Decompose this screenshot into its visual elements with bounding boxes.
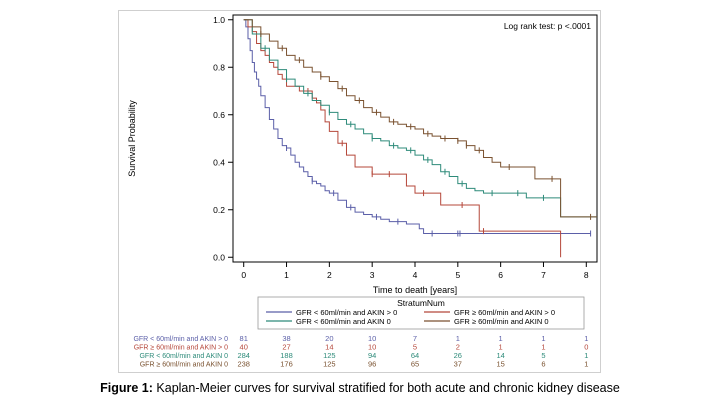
series-line-2 bbox=[243, 19, 562, 258]
risk-count: 14 bbox=[496, 351, 504, 360]
risk-row-label: GFR ≥ 60ml/min and AKIN > 0 bbox=[134, 345, 228, 352]
risk-count: 176 bbox=[280, 360, 293, 369]
x-tick-label: 8 bbox=[584, 270, 589, 280]
risk-count: 10 bbox=[368, 334, 376, 343]
risk-row-label: GFR < 60ml/min and AKIN > 0 bbox=[133, 336, 228, 343]
y-tick-label: 0.8 bbox=[213, 62, 225, 72]
risk-count: 125 bbox=[323, 360, 336, 369]
x-tick-label: 6 bbox=[498, 270, 503, 280]
y-tick-label: 0.0 bbox=[213, 252, 225, 262]
legend-title: StratumNum bbox=[397, 298, 445, 308]
risk-count: 2 bbox=[456, 343, 460, 352]
risk-count: 1 bbox=[541, 343, 545, 352]
x-tick-label: 5 bbox=[455, 270, 460, 280]
legend-entry: GFR < 60ml/min and AKIN 0 bbox=[296, 317, 391, 326]
risk-count: 5 bbox=[541, 351, 545, 360]
risk-row-label: GFR ≥ 60ml/min and AKIN 0 bbox=[140, 362, 228, 369]
risk-count: 27 bbox=[282, 343, 290, 352]
risk-count: 1 bbox=[584, 351, 588, 360]
figure-caption: Figure 1: Kaplan-Meier curves for surviv… bbox=[0, 381, 720, 395]
risk-count: 1 bbox=[499, 343, 503, 352]
y-tick-label: 0.2 bbox=[213, 205, 225, 215]
legend-entry: GFR < 60ml/min and AKIN > 0 bbox=[296, 308, 397, 317]
risk-count: 20 bbox=[325, 334, 333, 343]
x-axis-label: Time to death [years] bbox=[373, 285, 457, 295]
legend-entry: GFR ≥ 60ml/min and AKIN 0 bbox=[454, 317, 549, 326]
risk-count: 14 bbox=[325, 343, 333, 352]
risk-count: 94 bbox=[368, 351, 376, 360]
risk-count: 64 bbox=[411, 351, 419, 360]
risk-count: 188 bbox=[280, 351, 293, 360]
x-tick-label: 3 bbox=[370, 270, 375, 280]
risk-count: 10 bbox=[368, 343, 376, 352]
series-line-1 bbox=[243, 19, 591, 234]
y-tick-label: 0.4 bbox=[213, 157, 225, 167]
risk-count: 125 bbox=[323, 351, 336, 360]
legend-box bbox=[257, 296, 585, 330]
chart-frame bbox=[118, 10, 601, 373]
risk-count: 1 bbox=[456, 334, 460, 343]
x-tick-label: 0 bbox=[241, 270, 246, 280]
y-tick-label: 1.0 bbox=[213, 15, 225, 25]
risk-count: 5 bbox=[413, 343, 417, 352]
caption-prefix: Figure 1: bbox=[100, 381, 153, 395]
x-tick-label: 7 bbox=[541, 270, 546, 280]
x-tick-label: 1 bbox=[284, 270, 289, 280]
risk-count: 238 bbox=[237, 360, 250, 369]
risk-count: 38 bbox=[282, 334, 290, 343]
plot-area bbox=[232, 14, 598, 263]
y-tick-label: 0.6 bbox=[213, 110, 225, 120]
x-tick-label: 4 bbox=[413, 270, 418, 280]
caption-text: Kaplan-Meier curves for survival stratif… bbox=[152, 381, 620, 395]
risk-count: 40 bbox=[240, 343, 248, 352]
risk-count: 15 bbox=[496, 360, 504, 369]
risk-row-label: GFR < 60ml/min and AKIN 0 bbox=[139, 353, 228, 360]
risk-count: 0 bbox=[584, 343, 588, 352]
risk-count: 96 bbox=[368, 360, 376, 369]
risk-count: 7 bbox=[413, 334, 417, 343]
risk-count: 65 bbox=[411, 360, 419, 369]
x-tick-label: 2 bbox=[327, 270, 332, 280]
legend-entry: GFR ≥ 60ml/min and AKIN > 0 bbox=[454, 308, 555, 317]
risk-count: 37 bbox=[454, 360, 462, 369]
risk-count: 1 bbox=[584, 360, 588, 369]
series-line-4 bbox=[243, 19, 597, 218]
risk-count: 1 bbox=[499, 334, 503, 343]
risk-count: 26 bbox=[454, 351, 462, 360]
y-axis-label: Survival Probability bbox=[127, 100, 137, 177]
risk-count: 6 bbox=[541, 360, 545, 369]
log-rank-annotation: Log rank test: p <.0001 bbox=[504, 21, 591, 31]
risk-count: 1 bbox=[584, 334, 588, 343]
series-line-3 bbox=[243, 19, 597, 218]
risk-count: 81 bbox=[240, 334, 248, 343]
risk-count: 1 bbox=[541, 334, 545, 343]
risk-count: 284 bbox=[237, 351, 250, 360]
